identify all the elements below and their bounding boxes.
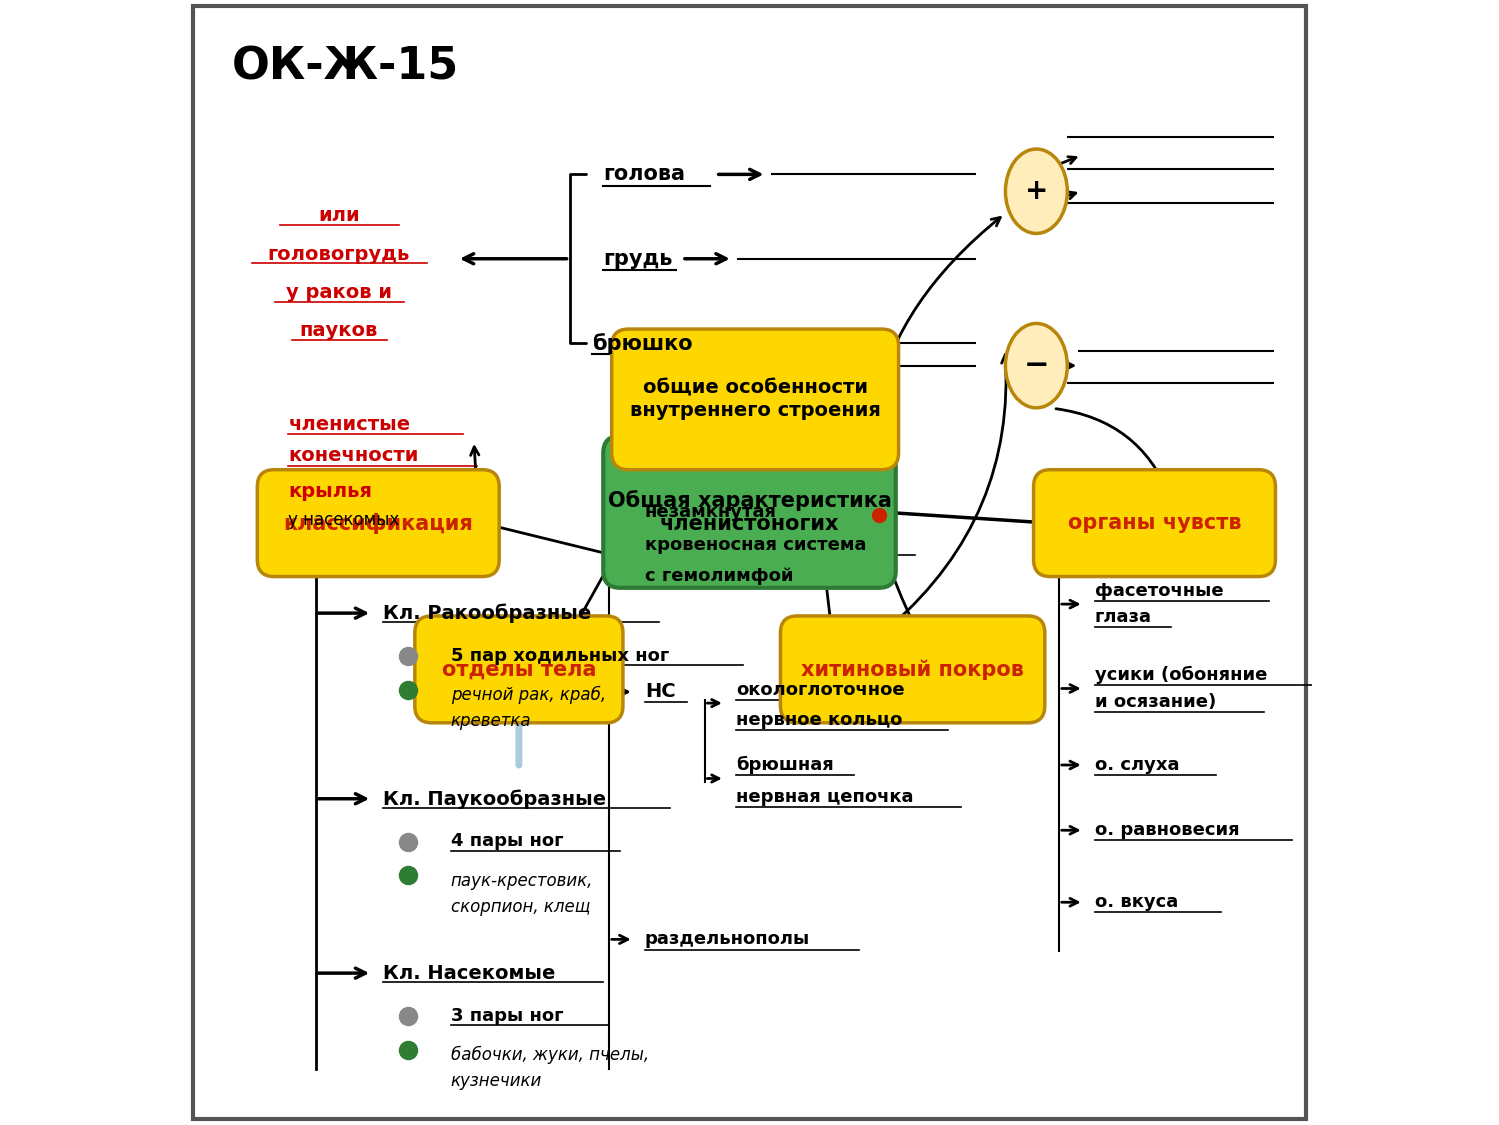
FancyBboxPatch shape — [603, 435, 896, 587]
Text: и осязание): и осязание) — [1094, 693, 1216, 711]
Text: брюшная: брюшная — [736, 756, 833, 774]
Text: органы чувств: органы чувств — [1067, 513, 1241, 533]
Text: головогрудь: головогрудь — [268, 245, 411, 263]
Text: нервная цепочка: нервная цепочка — [736, 788, 913, 806]
Text: брюшко: брюшко — [592, 333, 693, 353]
Text: паук-крестовик,: паук-крестовик, — [451, 872, 594, 890]
Text: усики (обоняние: усики (обоняние — [1094, 666, 1267, 684]
FancyBboxPatch shape — [258, 470, 499, 576]
FancyBboxPatch shape — [612, 328, 898, 470]
Text: нервное кольцо: нервное кольцо — [736, 711, 902, 729]
Text: фасеточные: фасеточные — [1094, 582, 1223, 600]
Text: отделы тела: отделы тела — [442, 659, 597, 680]
Text: Кл. Ракообразные: Кл. Ракообразные — [384, 603, 592, 623]
Text: у раков и: у раков и — [286, 284, 391, 302]
Text: с гемолимфой: с гемолимфой — [645, 567, 793, 585]
FancyBboxPatch shape — [1034, 470, 1276, 576]
Text: 3 пары ног: 3 пары ног — [451, 1007, 564, 1025]
Text: +: + — [1025, 178, 1048, 205]
Text: общие особенности
внутреннего строения: общие особенности внутреннего строения — [630, 379, 880, 420]
FancyBboxPatch shape — [415, 616, 624, 722]
Text: классификация: классификация — [283, 513, 474, 533]
Text: Кл. Насекомые: Кл. Насекомые — [384, 964, 556, 982]
Text: скорпион, клещ: скорпион, клещ — [451, 898, 591, 916]
Text: ОК-Ж-15: ОК-Ж-15 — [232, 46, 459, 89]
Text: креветка: креветка — [451, 712, 532, 730]
FancyArrowPatch shape — [892, 354, 1010, 626]
Text: раздельнополы: раздельнополы — [645, 930, 809, 948]
FancyArrowPatch shape — [1055, 408, 1169, 495]
Text: кузнечики: кузнечики — [451, 1072, 543, 1090]
Text: 4 пары ног: 4 пары ног — [451, 832, 564, 850]
Text: у насекомых: у насекомых — [288, 511, 400, 529]
Text: глаза: глаза — [1094, 608, 1151, 626]
Text: хитиновый покров: хитиновый покров — [800, 659, 1024, 680]
Text: или: или — [318, 207, 360, 225]
Ellipse shape — [1006, 324, 1067, 407]
Text: Кл. Паукообразные: Кл. Паукообразные — [384, 789, 607, 809]
Text: конечности: конечности — [288, 447, 418, 465]
Text: незамкнутая: незамкнутая — [645, 503, 776, 521]
FancyArrowPatch shape — [871, 217, 1000, 619]
Text: речной рак, краб,: речной рак, краб, — [451, 686, 606, 704]
Text: пауков: пауков — [300, 322, 378, 340]
Text: −: − — [1024, 351, 1049, 380]
Text: окологлоточное: окологлоточное — [736, 681, 904, 699]
Text: крылья: крылья — [288, 483, 372, 501]
Text: о. слуха: о. слуха — [1094, 756, 1180, 774]
Ellipse shape — [1006, 148, 1067, 233]
Text: бабочки, жуки, пчелы,: бабочки, жуки, пчелы, — [451, 1046, 649, 1064]
Text: Общая характеристика
членистоногих: Общая характеристика членистоногих — [607, 489, 892, 534]
Text: грудь: грудь — [603, 249, 673, 269]
Text: о. вкуса: о. вкуса — [1094, 893, 1178, 911]
Text: о. равновесия: о. равновесия — [1094, 821, 1240, 839]
Text: голова: голова — [603, 164, 685, 185]
Text: членистые: членистые — [288, 415, 411, 433]
Text: кровеносная система: кровеносная система — [645, 536, 866, 554]
FancyBboxPatch shape — [781, 616, 1045, 722]
Text: 5 пар ходильных ног: 5 пар ходильных ног — [451, 647, 669, 665]
Text: НС: НС — [645, 683, 676, 701]
